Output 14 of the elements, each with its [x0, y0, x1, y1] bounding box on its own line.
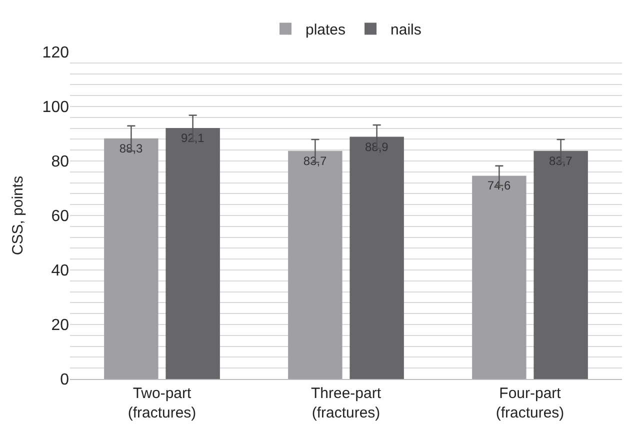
legend-label: plates	[306, 22, 346, 39]
y-tick-label: 120	[42, 44, 70, 62]
x-tick-label: Three-part (fractures)	[310, 385, 382, 422]
y-tick-label: 80	[51, 154, 70, 171]
x-tick-label: Two-part (fractures)	[128, 385, 196, 422]
y-axis-title: CSS, points	[10, 176, 27, 256]
y-tick-label: 40	[51, 262, 70, 280]
x-tick-label: Four-part (fractures)	[496, 385, 564, 422]
y-tick-label: 60	[51, 208, 70, 226]
y-tick-label: 20	[51, 317, 70, 334]
y-tick-label: 100	[42, 99, 70, 116]
y-tick-label: 0	[60, 372, 70, 389]
legend-label: nails	[390, 22, 422, 39]
data-label: 74,6	[487, 178, 512, 193]
